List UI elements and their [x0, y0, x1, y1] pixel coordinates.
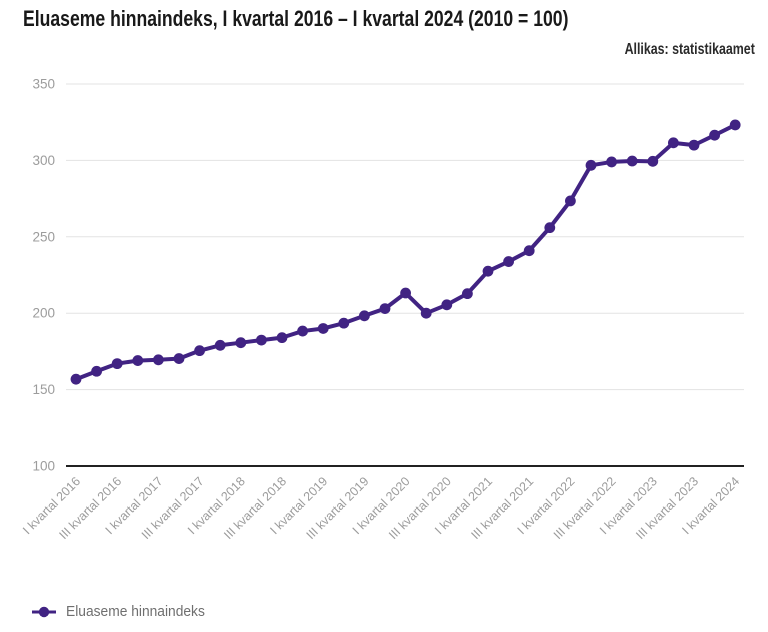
data-point[interactable] [317, 323, 329, 334]
data-point[interactable] [132, 355, 144, 366]
y-tick-label: 350 [32, 77, 55, 92]
data-point[interactable] [420, 307, 432, 319]
data-point[interactable] [400, 287, 411, 299]
data-point[interactable] [379, 303, 391, 315]
data-point[interactable] [729, 119, 741, 131]
y-tick-label: 200 [32, 306, 55, 321]
data-point[interactable] [523, 245, 535, 257]
legend-label: Eluaseme hinnaindeks [66, 603, 205, 620]
data-point[interactable] [91, 365, 102, 377]
data-point[interactable] [153, 354, 164, 366]
data-point[interactable] [111, 358, 123, 370]
source-label: Allikas: statistikaamet [624, 41, 755, 58]
data-point[interactable] [297, 325, 308, 337]
data-point[interactable] [462, 288, 473, 300]
data-point[interactable] [565, 195, 576, 207]
data-point[interactable] [544, 222, 556, 234]
data-point[interactable] [173, 353, 185, 364]
data-point[interactable] [482, 265, 494, 277]
data-point[interactable] [503, 256, 514, 267]
data-point[interactable] [276, 332, 288, 344]
data-point[interactable] [647, 155, 659, 167]
y-tick-label: 250 [32, 229, 55, 244]
legend: Eluaseme hinnaindeks [31, 603, 217, 620]
chart-title: Eluaseme hinnaindeks, I kvartal 2016 – I… [23, 6, 569, 31]
legend-item[interactable]: Eluaseme hinnaindeks [31, 603, 217, 620]
data-point[interactable] [214, 339, 226, 351]
data-point[interactable] [709, 129, 720, 141]
y-tick-label: 300 [32, 153, 55, 168]
data-point[interactable] [441, 299, 453, 311]
y-tick-label: 150 [32, 382, 55, 397]
data-point[interactable] [359, 310, 370, 322]
data-point[interactable] [338, 317, 350, 329]
data-point[interactable] [194, 345, 206, 357]
data-point[interactable] [256, 334, 267, 346]
data-point[interactable] [668, 137, 679, 149]
data-point[interactable] [606, 156, 617, 168]
data-point[interactable] [688, 139, 700, 151]
legend-line-marker-icon [32, 606, 56, 617]
data-point[interactable] [585, 159, 597, 171]
y-tick-label: 100 [32, 459, 55, 474]
data-point[interactable] [235, 337, 247, 349]
data-point[interactable] [626, 155, 638, 167]
data-point[interactable] [70, 373, 82, 385]
